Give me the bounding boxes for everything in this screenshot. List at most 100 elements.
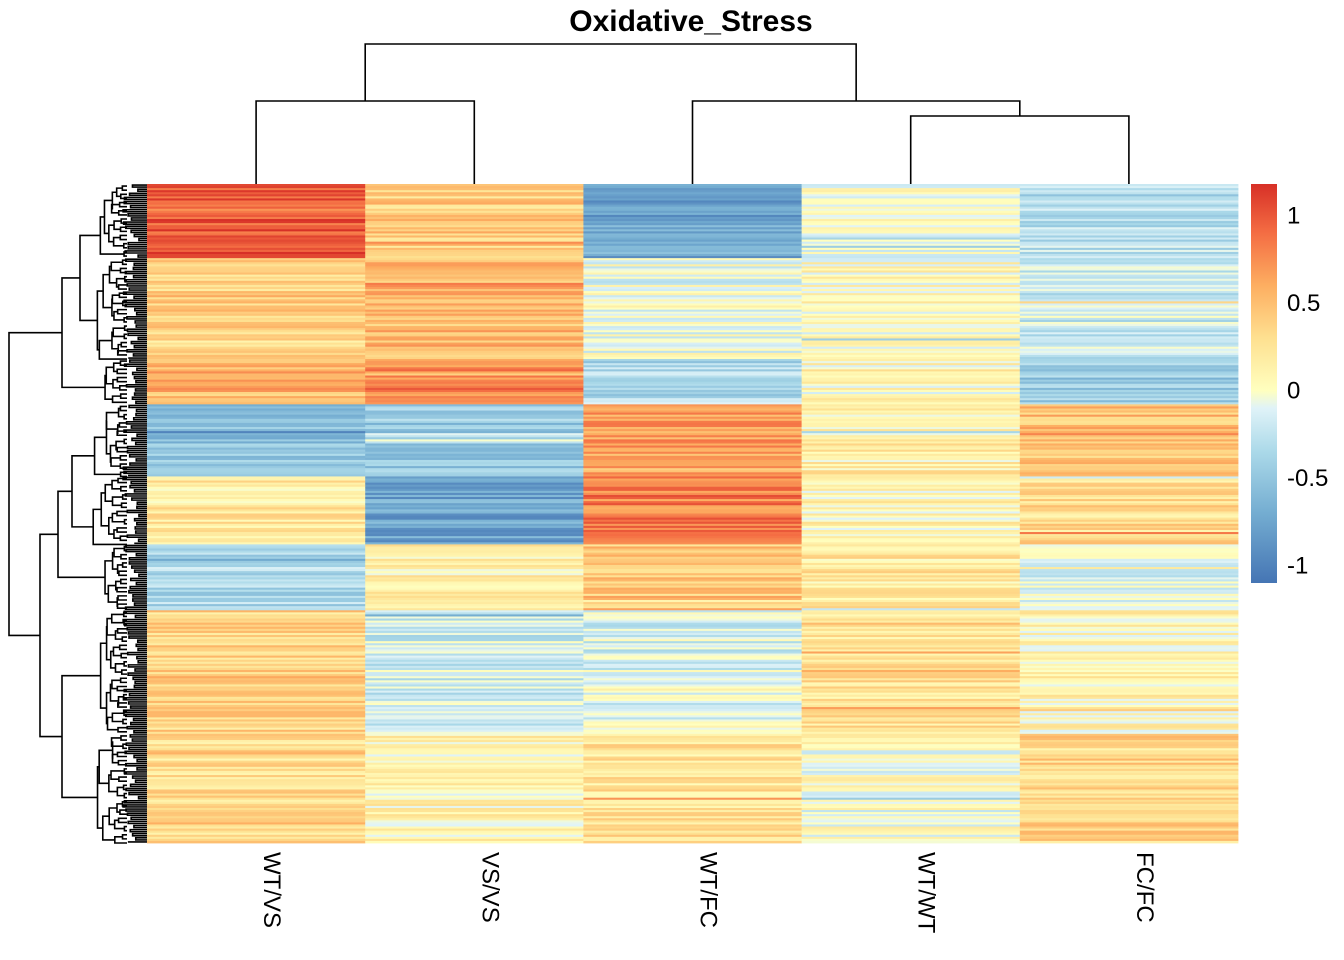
heatmap-cell: [365, 750, 584, 753]
heatmap-cell: [147, 744, 366, 747]
heatmap-cell: [365, 330, 584, 333]
heatmap-cell: [801, 729, 1021, 733]
heatmap-cell: [801, 369, 1021, 372]
heatmap-cell: [1019, 274, 1239, 278]
heatmap-cell: [801, 546, 1021, 549]
heatmap-cell: [365, 260, 584, 263]
heatmap-cell: [1019, 700, 1239, 704]
heatmap-cell: [1019, 480, 1239, 484]
heatmap-cell: [1019, 270, 1239, 273]
heatmap-cell: [801, 670, 1021, 673]
heatmap-cell: [583, 486, 802, 490]
heatmap-cell: [1019, 781, 1239, 784]
heatmap-cell: [801, 721, 1021, 724]
heatmap-cell: [583, 645, 802, 648]
heatmap-cell: [801, 437, 1021, 440]
heatmap-cell: [801, 758, 1021, 762]
heatmap-cell: [1019, 731, 1239, 735]
heatmap-cell: [801, 472, 1021, 475]
heatmap-cell: [147, 247, 366, 251]
heatmap-cell: [583, 805, 802, 809]
dendrogram-branch: [120, 341, 127, 348]
heatmap-cell: [583, 373, 802, 376]
dendrogram-branch: [121, 185, 127, 191]
heatmap-cell: [583, 737, 802, 741]
dendrogram-branch: [123, 275, 127, 282]
heatmap-cell: [801, 690, 1021, 694]
heatmap-cell: [1019, 527, 1239, 531]
heatmap-cell: [1019, 433, 1239, 436]
heatmap-cell: [583, 476, 802, 479]
heatmap-cell: [801, 468, 1021, 471]
heatmap-cell: [583, 330, 802, 333]
heatmap-cell: [1019, 622, 1239, 626]
heatmap-cell: [583, 680, 802, 683]
heatmap-cell: [365, 406, 584, 409]
heatmap-cell: [1019, 221, 1239, 224]
heatmap-cell: [365, 709, 584, 712]
heatmap-cell: [1019, 214, 1239, 218]
heatmap-cell: [583, 412, 802, 416]
dendrogram-branch: [119, 809, 127, 815]
heatmap-cell: [801, 418, 1021, 422]
dendrogram-branch: [136, 505, 147, 510]
heatmap-cell: [147, 665, 366, 669]
dendrogram-branch: [130, 425, 147, 429]
heatmap-cell: [147, 698, 366, 702]
heatmap-cell: [583, 641, 802, 644]
heatmap-cell: [801, 550, 1021, 554]
heatmap-cell: [147, 379, 366, 383]
heatmap-cell: [365, 694, 584, 698]
heatmap-cell: [365, 599, 584, 603]
heatmap-cell: [801, 548, 1021, 551]
heatmap-cell: [147, 630, 366, 634]
heatmap-cell: [801, 301, 1021, 304]
dendrogram-branch: [137, 336, 147, 341]
heatmap-cell: [365, 812, 584, 815]
heatmap-cell: [365, 562, 584, 566]
dendrogram-branch: [128, 556, 147, 561]
heatmap-cell: [147, 431, 366, 434]
heatmap-cell: [801, 511, 1021, 514]
heatmap-cell: [583, 727, 802, 731]
heatmap-cell: [147, 527, 366, 531]
heatmap-cell: [801, 686, 1021, 689]
heatmap-cell: [147, 342, 366, 346]
heatmap-cell: [583, 548, 802, 551]
heatmap-cell: [147, 258, 366, 261]
heatmap-cell: [583, 352, 802, 356]
dendrogram-branch: [124, 250, 147, 254]
heatmap-cell: [583, 564, 802, 568]
dendrogram-branch: [909, 115, 1130, 184]
heatmap-cell: [801, 620, 1021, 624]
heatmap-cell: [1019, 243, 1239, 247]
heatmap-cell: [365, 319, 584, 323]
heatmap-cell: [801, 365, 1021, 368]
heatmap-cell: [1019, 814, 1239, 817]
dendrogram-branch: [111, 294, 123, 305]
heatmap-cell: [147, 449, 366, 453]
heatmap-cell: [365, 534, 584, 537]
heatmap-cell: [583, 579, 802, 582]
heatmap-cell: [801, 486, 1021, 490]
dendrogram-branch: [114, 663, 125, 673]
heatmap-cell: [1019, 810, 1239, 813]
heatmap-cell: [365, 505, 584, 508]
heatmap-cell: [1019, 645, 1239, 648]
heatmap-cell: [365, 789, 584, 792]
dendrogram-branch: [126, 449, 147, 454]
dendrogram-branch: [129, 484, 147, 489]
heatmap-cell: [801, 838, 1021, 842]
heatmap-cell: [801, 278, 1021, 282]
heatmap-cell: [583, 241, 802, 245]
heatmap-cell: [147, 542, 366, 545]
heatmap-cell: [1019, 556, 1239, 560]
dendrogram-branch: [137, 659, 147, 664]
heatmap-cell: [583, 361, 802, 364]
heatmap-cell: [801, 453, 1021, 457]
heatmap-cell: [583, 402, 802, 405]
heatmap-cell: [147, 544, 366, 547]
dendrogram-branch: [123, 619, 127, 626]
heatmap-cell: [583, 468, 802, 471]
heatmap-cell: [1019, 184, 1239, 187]
